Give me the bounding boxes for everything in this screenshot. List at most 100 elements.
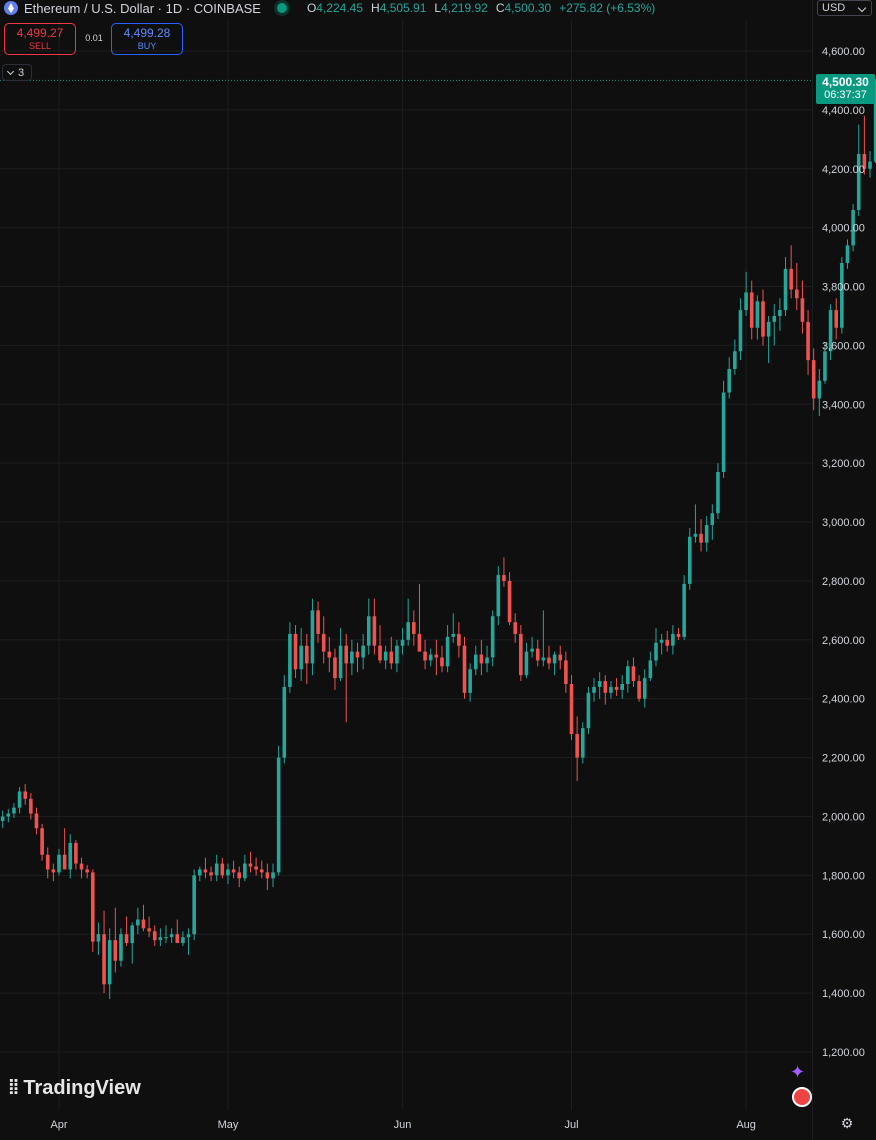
candle-body [158,937,163,941]
candle-body [293,633,298,670]
candle-body [609,686,613,693]
candle [828,304,833,361]
candle-body [51,869,56,873]
indicators-toggle[interactable]: 3 [2,64,32,81]
candle [164,925,168,944]
y-tick-label: 2,600.00 [822,635,865,647]
candle-body [378,645,382,661]
candle-body [766,321,771,337]
candle-body [102,934,106,985]
candle-body [119,934,123,961]
candle [389,636,394,670]
candle-body [671,633,675,646]
candle [693,504,698,543]
candle-body [502,575,506,581]
ohlc-open: O4,224.45 [306,1,364,15]
candle-body [203,869,208,873]
x-tick-label: Jun [394,1119,412,1131]
candle [288,622,292,693]
candle [496,566,501,626]
candle-body [113,940,118,961]
candle [851,204,855,252]
candle-body [451,633,456,637]
candle-body [778,310,782,316]
candle [141,904,146,932]
candle-body [445,636,450,667]
candle [226,863,230,885]
candle [637,675,641,702]
candle-body [361,645,365,658]
candle-body [79,863,84,870]
y-tick-label: 1,200.00 [822,1047,865,1059]
candle-body [552,654,557,664]
y-tick-label: 4,600.00 [822,46,865,58]
time-axis[interactable]: Apr May Jun Jul Aug [50,1119,755,1131]
candle-body [828,310,833,352]
buy-button[interactable]: 4,499.28 BUY [111,23,183,55]
candle-body [366,616,371,646]
candle-body [276,757,281,873]
candle [794,262,799,311]
candle-body [789,268,793,290]
candle-body [333,657,337,679]
candle-body [535,648,540,661]
candle [237,866,242,888]
candle [766,315,771,364]
last-price-label: 4,500.30 06:37:37 [816,74,875,104]
candle-body [130,925,135,944]
candle [372,598,377,655]
candle-body [288,633,292,687]
candle [248,851,253,873]
candle-body [772,315,777,322]
candle-body [400,639,405,646]
sparkle-icon[interactable]: ✦ [790,1062,806,1082]
y-tick-label: 2,200.00 [822,753,865,765]
y-tick-label: 4,000.00 [822,223,865,235]
candle [107,928,112,1000]
candle-body [372,616,377,646]
candle [428,648,433,667]
spread-value: 0.01 [85,33,103,43]
y-tick-label: 2,800.00 [822,576,865,588]
candle [868,151,872,178]
candle [772,304,777,346]
candlestick-series [0,78,876,1000]
candle-body [654,642,658,661]
candle [479,639,484,676]
candle-body [823,351,827,381]
y-tick-label: 3,800.00 [822,282,865,294]
candle [603,675,608,705]
price-axis[interactable]: 1,200.00 1,400.00 1,600.00 1,800.00 2,000.00… [822,46,865,1059]
candle [490,610,495,667]
price-change: +275.82 (+6.53%) [559,1,656,15]
x-tick-label: May [218,1119,239,1131]
currency-selector[interactable]: USD [817,0,872,16]
tradingview-mark-icon: ⁞⁞ [8,1077,19,1099]
candle [383,645,388,670]
candle-body [541,657,546,661]
candle-body [648,660,653,679]
candle-body [254,866,258,870]
ethereum-icon[interactable] [4,1,18,15]
candle-body [620,683,624,690]
candle-body [513,622,517,634]
symbol-title[interactable]: Ethereum / U.S. Dollar · 1D · COINBASE [24,0,261,16]
candle [626,660,630,693]
candle [147,916,151,938]
gear-icon[interactable]: ⚙ [840,1115,854,1131]
candle [834,298,839,340]
candle-body [659,639,664,643]
sell-button[interactable]: 4,499.27 SELL [4,23,76,55]
candle-body [169,934,174,938]
candle [417,583,422,652]
flag-icon[interactable] [792,1087,812,1107]
tradingview-logo[interactable]: ⁞⁞ TradingView [8,1077,141,1100]
candle [85,865,89,879]
candle [136,907,140,935]
candle [152,925,157,947]
indicators-count: 3 [18,66,25,79]
candle-body [524,651,529,676]
candle-body [417,633,422,652]
y-tick-label: 1,600.00 [822,929,865,941]
